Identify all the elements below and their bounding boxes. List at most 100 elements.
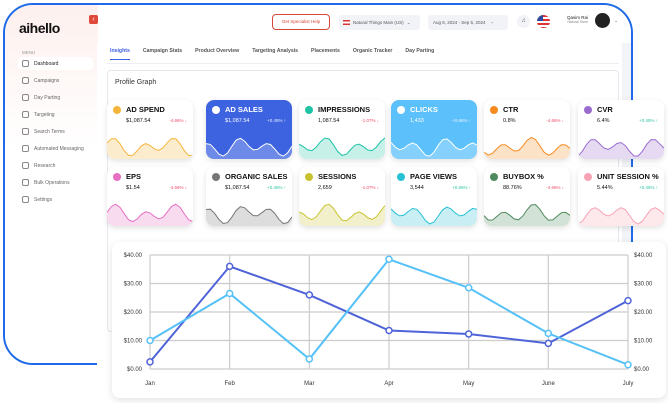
metric-change: +0.45% ↑ [267, 185, 286, 190]
change-value: -1.07% [361, 118, 376, 123]
sidebar-item-label: Dashboard [34, 60, 59, 67]
metric-icon [305, 173, 313, 181]
tab-campaign-stats[interactable]: Campaign Stats [142, 48, 183, 54]
x-tick: Feb [224, 381, 235, 387]
metric-title: PAGE VIEWS [410, 172, 457, 181]
metric-card-ad-spend[interactable]: AD SPEND $1,087.54 -4.66% ↓ [107, 100, 193, 159]
bell-icon[interactable]: ♫ [517, 15, 530, 28]
change-value: +0.45% [639, 118, 655, 123]
data-point [146, 336, 154, 345]
metric-card-clicks[interactable]: CLICKS 1,433 +0.66% ↑ [391, 100, 477, 159]
document-icon [22, 162, 29, 169]
metric-icon [212, 106, 220, 114]
user-info[interactable]: Qasim Rai Natural Store [560, 15, 588, 24]
data-point [624, 360, 632, 369]
sidebar-item-campaigns[interactable]: Campaigns [18, 74, 93, 87]
sidebar-item-automated-messaging[interactable]: Automated Messaging [18, 142, 93, 155]
dashboard-icon [22, 60, 29, 67]
metric-title: BUYBOX % [503, 172, 544, 181]
arrow-up-icon: ↑ [655, 118, 658, 123]
metric-card-unit-session-[interactable]: UNIT SESSION % 5.44% +0.45% ↑ [578, 167, 664, 226]
arrow-down-icon: ↓ [561, 185, 564, 190]
sparkline [391, 138, 477, 159]
collapse-sidebar-button[interactable]: ‹ [89, 15, 98, 24]
data-point [305, 291, 314, 299]
change-value: -4.66% [169, 185, 184, 190]
tab-targeting-analysis[interactable]: Targeting Analysis [252, 48, 299, 54]
line-chart: $0.00 $0.00 $10.00 $10.00 $20.00 $20.00 $30.00… [112, 242, 666, 398]
tab-product-overview[interactable]: Product Overview [195, 48, 240, 54]
chevron-down-icon[interactable]: ⌄ [614, 18, 619, 24]
date-range-picker[interactable]: Aug 6, 2024 - Sep 5, 2024 ▫ [428, 15, 508, 30]
tab-insights[interactable]: Insights [110, 48, 130, 60]
metric-card-cvr[interactable]: CVR 6.4% +0.45% ↑ [578, 100, 664, 159]
y-tick-left: $10.00 [124, 339, 143, 345]
metric-card-buybox-[interactable]: BUYBOX % 88.76% -4.66% ↓ [484, 167, 570, 226]
data-point [464, 284, 473, 292]
metric-card-impressions[interactable]: IMPRESSIONS 1,087.54 -1.07% ↓ [299, 100, 385, 159]
arrow-down-icon: ↓ [184, 118, 187, 123]
metric-change: +0.45% ↑ [639, 185, 658, 190]
x-tick: July [623, 381, 634, 387]
metric-title: AD SALES [225, 105, 263, 114]
metric-change: -4.66% ↓ [546, 185, 564, 190]
y-tick-left: $0.00 [127, 367, 143, 373]
metric-icon [490, 106, 498, 114]
metric-title: ORGANIC SALES [225, 172, 288, 181]
metric-card-ad-sales[interactable]: AD SALES $1,087.54 +0.45% ↑ [206, 100, 292, 159]
sparkline [107, 138, 193, 159]
sidebar: aihello MENU Dashboard Campaigns Day Parti… [5, 5, 98, 363]
metric-card-page-views[interactable]: PAGE VIEWS 3,544 +0.66% ↑ [391, 167, 477, 226]
metric-icon [584, 106, 592, 114]
arrow-up-icon: ↑ [468, 118, 471, 123]
metric-card-organic-sales[interactable]: ORGANIC SALES $1,087.54 +0.45% ↑ [206, 167, 292, 226]
sidebar-item-research[interactable]: Research [18, 159, 93, 172]
layers-icon [22, 179, 29, 186]
metric-change: -4.66% ↓ [169, 185, 187, 190]
metric-value: 88.76% [503, 185, 522, 191]
country-flag-icon[interactable] [537, 15, 550, 28]
sidebar-item-bulk-operations[interactable]: Bulk Operations [18, 176, 93, 189]
sparkline [299, 137, 385, 159]
metric-card-eps[interactable]: EPS $1.54 -4.66% ↓ [107, 167, 193, 226]
metric-title: AD SPEND [126, 105, 165, 114]
sidebar-item-label: Bulk Operations [34, 179, 70, 186]
metric-change: -1.07% ↓ [361, 118, 379, 123]
metric-change: -1.07% ↓ [361, 185, 379, 190]
sparkline [484, 136, 570, 159]
sidebar-item-search-terms[interactable]: Search Terms [18, 125, 93, 138]
data-point [624, 296, 632, 305]
sidebar-item-day-parting[interactable]: Day Parting [18, 91, 93, 104]
tab-organic-tracker[interactable]: Organic Tracker [352, 48, 393, 54]
tab-placements[interactable]: Placements [311, 48, 340, 54]
metric-card-ctr[interactable]: CTR 0.8% -4.66% ↓ [484, 100, 570, 159]
data-point [225, 262, 234, 271]
metric-change: +0.45% ↑ [639, 118, 658, 123]
metric-value: 3,544 [410, 185, 424, 191]
metric-icon [397, 173, 405, 181]
metric-value: 6.4% [597, 118, 610, 124]
tab-day-parting[interactable]: Day Parting [405, 48, 435, 54]
y-tick-left: $40.00 [124, 253, 143, 259]
search-icon [22, 128, 29, 135]
arrow-down-icon: ↓ [376, 185, 379, 190]
metric-title: CVR [597, 105, 613, 114]
sidebar-item-targeting[interactable]: Targeting [18, 108, 93, 121]
message-icon [22, 145, 29, 152]
metric-value: $1,087.54 [126, 118, 151, 124]
metric-change: +0.66% ↑ [452, 118, 471, 123]
metric-card-sessions[interactable]: SESSIONS 2,659 -1.07% ↓ [299, 167, 385, 226]
sparkline [299, 203, 385, 226]
metric-title: EPS [126, 172, 142, 181]
store-selector[interactable]: Natural Things Main (US) ⌄ [339, 15, 420, 30]
logo: aihello [19, 20, 60, 36]
bar-chart-icon [22, 77, 29, 84]
user-store: Natural Store [567, 20, 588, 24]
avatar[interactable] [595, 13, 610, 28]
sidebar-item-dashboard[interactable]: Dashboard [18, 57, 93, 70]
sidebar-item-settings[interactable]: Settings [18, 193, 93, 206]
y-tick-right: $0.00 [634, 367, 650, 373]
metric-value: 0.8% [503, 118, 516, 124]
data-point [146, 358, 154, 366]
specialist-help-button[interactable]: Get Specialist Help [272, 14, 330, 30]
